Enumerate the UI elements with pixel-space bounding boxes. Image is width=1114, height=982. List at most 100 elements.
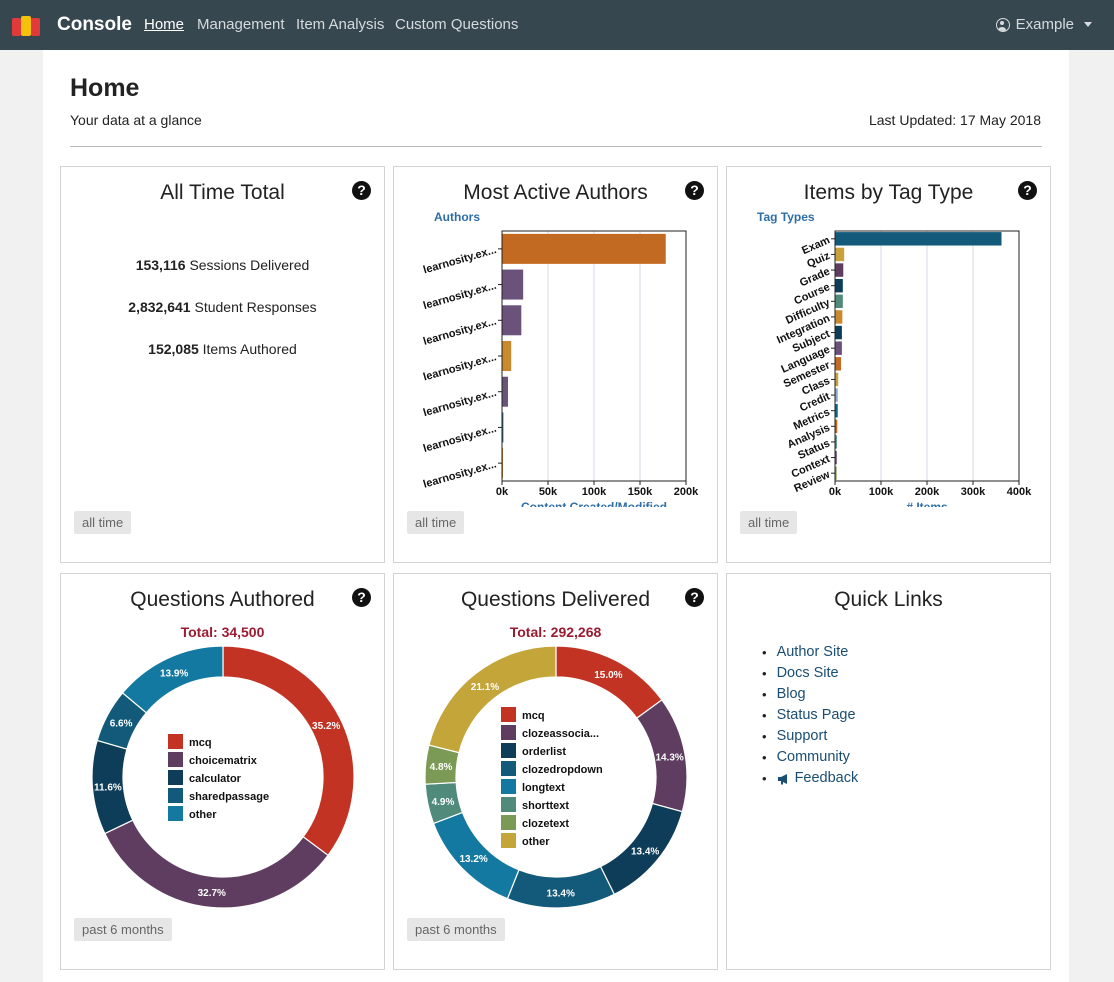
nav-item-analysis[interactable]: Item Analysis: [296, 16, 385, 33]
total-label: Total: 34,500: [180, 624, 265, 640]
card-title: Quick Links: [834, 588, 943, 611]
stat-value: 2,832,641: [128, 299, 191, 315]
time-range-badge[interactable]: past 6 months: [407, 918, 505, 941]
y-tick-label: learnosity.ex...: [422, 423, 498, 455]
link-blog[interactable]: Blog: [776, 686, 806, 702]
bar: [835, 435, 837, 449]
slice-label: 6.6%: [110, 719, 133, 730]
user-menu[interactable]: Example: [995, 16, 1092, 33]
link-status-page[interactable]: Status Page: [776, 707, 856, 723]
stat-items: 152,085 Items Authored: [61, 341, 384, 357]
page-subtitle: Your data at a glance: [70, 112, 202, 128]
bar: [835, 310, 843, 324]
questions-authored-donut-chart: 35.2% 32.7% 11.6% 6.6% 13.9% mcq choicematrix c…: [91, 645, 355, 909]
legend-swatch: [168, 806, 183, 821]
quick-link-item: Docs Site: [762, 663, 858, 684]
help-icon[interactable]: ?: [352, 588, 371, 607]
legend-label: clozetext: [522, 818, 569, 830]
quick-link-item: Support: [762, 726, 858, 747]
legend-label: shorttext: [522, 800, 569, 812]
legend-swatch: [501, 797, 516, 812]
x-tick-label: 300k: [961, 486, 986, 498]
legend-label: clozeassocia...: [522, 728, 599, 740]
bar: [835, 357, 841, 371]
questions-delivered-donut-chart: 15.0% 14.3% 13.4% 13.4% 13.2% 4.9% 4.8% 21.1% mc…: [424, 645, 688, 909]
x-tick-label: 0k: [496, 486, 509, 498]
bar: [835, 232, 1002, 246]
slice-label: 13.9%: [160, 668, 188, 679]
bar: [835, 247, 845, 262]
user-name: Example: [1015, 16, 1074, 33]
legend-swatch: [168, 788, 183, 803]
link-community[interactable]: Community: [776, 749, 850, 765]
slice-label: 35.2%: [312, 721, 340, 732]
legend-swatch: [501, 743, 516, 758]
page-title: Home: [70, 74, 140, 102]
link-author-site[interactable]: Author Site: [776, 644, 849, 660]
link-feedback[interactable]: Feedback: [794, 770, 859, 786]
slice-label: 14.3%: [655, 752, 683, 763]
x-axis-title: Content Created/Modified: [521, 500, 667, 507]
bar: [502, 269, 524, 300]
bar: [502, 412, 504, 443]
y-axis-title: Tag Types: [757, 210, 815, 224]
time-range-badge[interactable]: all time: [74, 511, 132, 534]
legend-swatch: [501, 779, 516, 794]
stat-responses: 2,832,641 Student Responses: [61, 299, 384, 315]
slice-label: 4.8%: [430, 762, 453, 773]
donut-slice: [555, 645, 663, 719]
x-tick-label: 400k: [1007, 486, 1032, 498]
legend-swatch: [168, 770, 183, 785]
total-label: Total: 292,268: [509, 624, 602, 640]
user-circle-icon: [995, 17, 1010, 32]
time-range-badge[interactable]: past 6 months: [74, 918, 172, 941]
card-title: Questions Authored: [130, 588, 315, 611]
nav-home[interactable]: Home: [144, 16, 185, 33]
link-support[interactable]: Support: [776, 728, 828, 744]
link-docs-site[interactable]: Docs Site: [776, 665, 839, 681]
help-icon[interactable]: ?: [1018, 181, 1037, 200]
y-axis-title: Authors: [434, 210, 480, 224]
slice-label: 13.4%: [547, 888, 575, 899]
donut-slice: [121, 645, 224, 714]
time-range-badge[interactable]: all time: [740, 511, 798, 534]
quick-links-list: Author Site Docs Site Blog Status Page S…: [762, 642, 859, 789]
bar: [835, 388, 838, 402]
card-questions-authored: Questions Authored ? Total: 34,500 35.2%…: [60, 573, 385, 970]
help-icon[interactable]: ?: [685, 181, 704, 200]
slice-label: 32.7%: [198, 888, 226, 899]
card-all-time-total: All Time Total ? 153,116 Sessions Delive…: [60, 166, 385, 563]
y-tick-label: learnosity.ex...: [422, 244, 498, 276]
card-title: All Time Total: [160, 181, 285, 204]
x-tick-label: 100k: [869, 486, 894, 498]
nav-management[interactable]: Management: [197, 16, 285, 33]
legend-swatch: [501, 725, 516, 740]
legend-swatch: [168, 752, 183, 767]
slice-label: 13.4%: [631, 846, 659, 857]
x-tick-label: 200k: [674, 486, 699, 498]
nav-custom-questions[interactable]: Custom Questions: [395, 16, 519, 33]
card-title: Questions Delivered: [460, 588, 651, 611]
bar: [835, 294, 843, 309]
bar: [835, 278, 843, 293]
time-range-badge[interactable]: all time: [407, 511, 465, 534]
card-most-active-authors: Most Active Authors ? Authors 0k 50k 100k 15…: [393, 166, 718, 563]
card-title: Items by Tag Type: [803, 181, 974, 204]
help-icon[interactable]: ?: [352, 181, 371, 200]
stat-value: 153,116: [135, 257, 186, 273]
brand-name[interactable]: Console: [57, 14, 132, 35]
legend-label: orderlist: [522, 746, 566, 758]
bar: [502, 341, 512, 371]
console-logo-icon[interactable]: [12, 14, 40, 38]
legend-label: other: [189, 809, 217, 821]
authors-bar-chart: Authors 0k 50k 100k 150k 200k learnosity.ex...…: [422, 210, 699, 507]
help-icon[interactable]: ?: [685, 588, 704, 607]
x-axis-title: # Items: [906, 500, 948, 507]
stat-label: Sessions Delivered: [189, 257, 310, 273]
x-tick-label: 100k: [582, 486, 607, 498]
plot-frame: [501, 230, 687, 482]
y-tick-label: learnosity.ex...: [422, 280, 498, 312]
stat-sessions: 153,116 Sessions Delivered: [61, 257, 384, 273]
legend-swatch: [501, 833, 516, 848]
